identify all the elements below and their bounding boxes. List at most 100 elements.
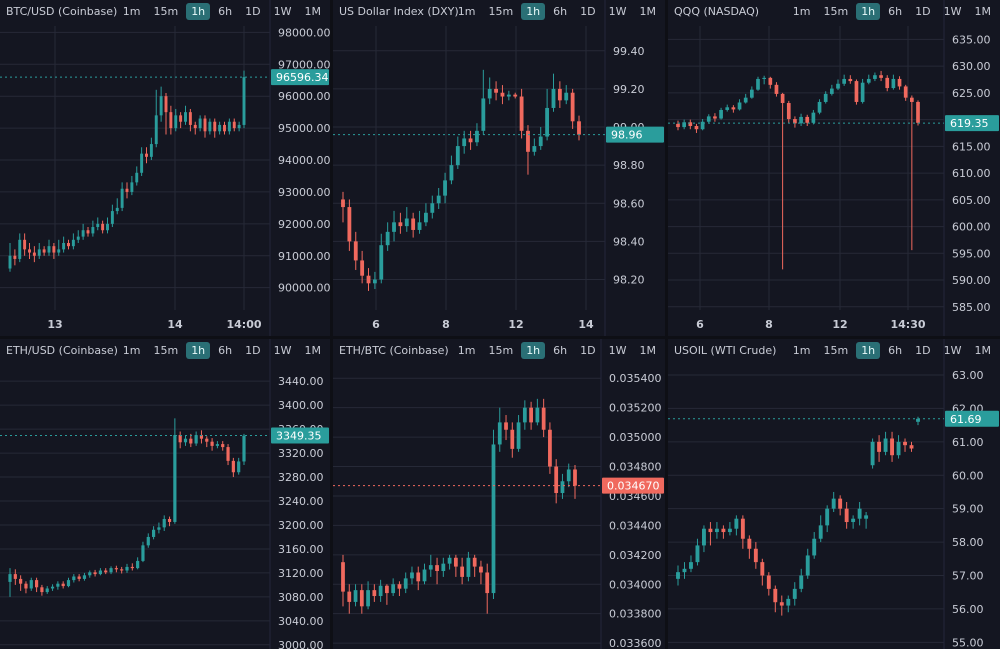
symbol-label[interactable]: ETH/BTC (Coinbase) xyxy=(339,344,449,357)
timeframe-button-6h[interactable]: 6h xyxy=(888,5,903,18)
timeframe-button-1d[interactable]: 1D xyxy=(245,5,261,18)
timeframe-button-1m[interactable]: 1m xyxy=(792,344,811,357)
candle xyxy=(485,563,490,614)
timeframe-button-1h[interactable]: 1h xyxy=(521,3,546,20)
price-chart[interactable]: 63.0062.0061.0060.0059.0058.0057.0056.00… xyxy=(668,339,1000,649)
last-price-label: 61.69 xyxy=(950,413,982,426)
timeframe-button-1m[interactable]: 1m xyxy=(457,5,476,18)
candle xyxy=(740,515,745,549)
candle xyxy=(831,491,836,513)
timeframe-button-1h[interactable]: 1h xyxy=(856,342,881,359)
timeframe-button-1d[interactable]: 1D xyxy=(915,344,931,357)
timeframe-button-1h[interactable]: 1h xyxy=(186,342,211,359)
timeframe-button-6h[interactable]: 6h xyxy=(218,5,233,18)
timeframe-button-1m[interactable]: 1m xyxy=(457,344,476,357)
price-chart[interactable]: 98000.00 97000.00 96000.00 95000.00 94000.00… xyxy=(0,0,330,336)
y-tick-label: 635.00 xyxy=(952,33,991,46)
timeframe-button-15m[interactable]: 15m xyxy=(823,5,849,18)
timeframe-button-1h[interactable]: 1h xyxy=(521,342,546,359)
timeframe-button-15m[interactable]: 15m xyxy=(488,344,514,357)
timeframe-button-1m[interactable]: 1M xyxy=(974,5,992,18)
candle xyxy=(47,239,51,256)
timeframe-button-1h[interactable]: 1h xyxy=(856,3,881,20)
y-tick-label: 600.00 xyxy=(952,221,991,234)
y-tick-label: 3200.00 xyxy=(278,519,324,532)
candle xyxy=(500,85,505,105)
candle xyxy=(8,242,12,272)
timeframe-button-1d[interactable]: 1D xyxy=(245,344,261,357)
last-price-tag xyxy=(271,69,329,86)
candle xyxy=(120,182,124,212)
timeframe-button-15m[interactable]: 15m xyxy=(153,344,179,357)
symbol-label[interactable]: BTC/USD (Coinbase) xyxy=(6,5,118,18)
candle xyxy=(909,441,914,452)
timeframe-button-1w[interactable]: 1W xyxy=(273,5,292,18)
candle xyxy=(157,522,161,534)
timeframe-button-1w[interactable]: 1W xyxy=(943,344,962,357)
symbol-label[interactable]: ETH/USD (Coinbase) xyxy=(6,344,118,357)
candle xyxy=(353,584,358,607)
timeframe-button-1w[interactable]: 1W xyxy=(273,344,292,357)
timeframe-button-1m[interactable]: 1M xyxy=(639,5,657,18)
symbol-label[interactable]: QQQ (NASDAQ) xyxy=(674,5,760,18)
candle xyxy=(844,501,849,529)
x-tick-label: 12 xyxy=(832,318,847,331)
candle xyxy=(227,118,231,135)
chart-panel-btc-usd: 98000.00 97000.00 96000.00 95000.00 94000.00… xyxy=(0,0,330,336)
timeframe-button-6h[interactable]: 6h xyxy=(553,5,568,18)
timeframe-button-6h[interactable]: 6h xyxy=(553,344,568,357)
candle xyxy=(506,90,511,101)
candle xyxy=(411,212,416,238)
y-tick-label: 98.40 xyxy=(613,235,645,248)
timeframe-button-1h[interactable]: 1h xyxy=(186,3,211,20)
candle xyxy=(779,595,784,616)
y-tick-label: 630.00 xyxy=(952,60,991,73)
candle xyxy=(570,88,575,129)
panel-header: US Dollar Index (DXY) 1m 15m 1h 6h 1D 1W 1M xyxy=(333,0,665,24)
price-chart[interactable]: 0.0354000.0352000.0350000.0348000.034600… xyxy=(333,339,665,649)
candle xyxy=(766,572,771,596)
timeframe-button-1m[interactable]: 1m xyxy=(122,5,141,18)
timeframe-button-1d[interactable]: 1D xyxy=(580,5,596,18)
timeframe-button-6h[interactable]: 6h xyxy=(888,344,903,357)
timeframe-button-1m[interactable]: 1M xyxy=(639,344,657,357)
candle xyxy=(98,568,103,576)
timeframe-button-15m[interactable]: 15m xyxy=(153,5,179,18)
timeframe-button-1w[interactable]: 1W xyxy=(608,344,627,357)
candle xyxy=(189,433,193,448)
timeframe-button-1m[interactable]: 1M xyxy=(974,344,992,357)
timeframe-button-1w[interactable]: 1W xyxy=(608,5,627,18)
timeframe-button-1m[interactable]: 1M xyxy=(304,344,322,357)
y-tick-label: 0.034800 xyxy=(609,461,662,474)
y-tick-label: 3000.00 xyxy=(278,639,324,649)
price-chart[interactable]: 635.00630.00625.00620.00615.00610.00605.… xyxy=(668,0,1000,336)
timeframe-button-1d[interactable]: 1D xyxy=(580,344,596,357)
candle xyxy=(169,105,173,135)
timeframe-button-1m[interactable]: 1m xyxy=(792,5,811,18)
timeframe-button-15m[interactable]: 15m xyxy=(823,344,849,357)
candle xyxy=(830,84,834,96)
timeframe-button-6h[interactable]: 6h xyxy=(218,344,233,357)
candle xyxy=(109,566,113,575)
candle xyxy=(151,526,156,540)
symbol-label[interactable]: US Dollar Index (DXY) xyxy=(339,5,459,18)
timeframe-button-1m[interactable]: 1M xyxy=(304,5,322,18)
candle xyxy=(494,81,498,101)
price-chart[interactable]: 99.4099.2099.0098.8098.6098.4098.2068121… xyxy=(333,0,665,336)
candle xyxy=(548,422,552,474)
candle xyxy=(793,116,797,128)
timeframe-button-15m[interactable]: 15m xyxy=(488,5,514,18)
price-chart[interactable]: 3440.003400.003360.003320.003280.003240.… xyxy=(0,339,330,649)
symbol-label[interactable]: USOIL (WTI Crude) xyxy=(674,344,777,357)
timeframe-button-1d[interactable]: 1D xyxy=(915,5,931,18)
candle xyxy=(231,457,235,478)
candle xyxy=(104,568,108,575)
last-price-tag xyxy=(945,410,999,427)
candle xyxy=(71,233,75,250)
candle xyxy=(786,100,791,123)
candle xyxy=(497,407,502,452)
timeframe-button-1m[interactable]: 1m xyxy=(122,344,141,357)
timeframe-button-1w[interactable]: 1W xyxy=(943,5,962,18)
y-tick-label: 0.034200 xyxy=(609,549,662,562)
last-price-label: 98.96 xyxy=(611,129,643,142)
